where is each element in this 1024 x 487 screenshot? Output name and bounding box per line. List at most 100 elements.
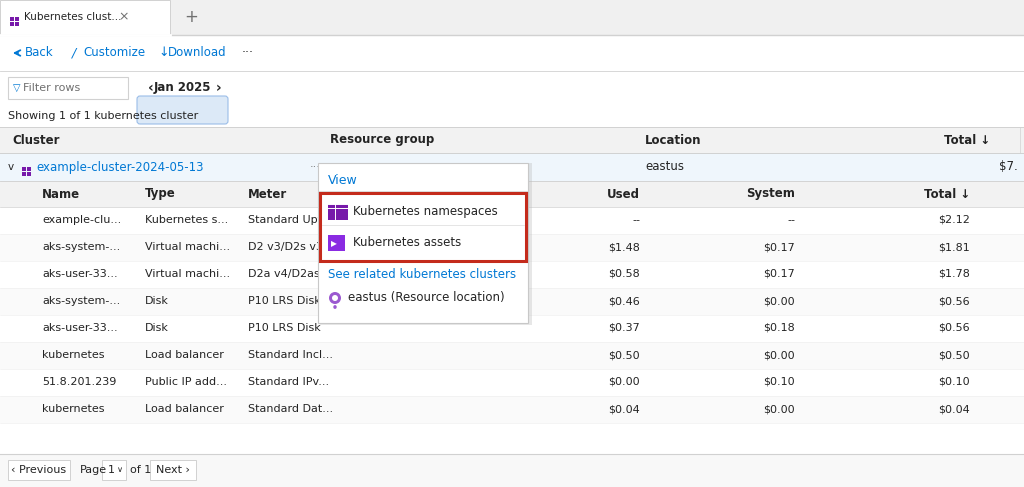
Text: System: System	[746, 187, 795, 201]
Text: v: v	[8, 162, 14, 172]
Text: $0.18: $0.18	[763, 323, 795, 333]
Text: $0.00: $0.00	[763, 350, 795, 360]
Text: $2.12: $2.12	[938, 215, 970, 225]
Text: ›: ›	[216, 81, 221, 95]
Text: Filter rows: Filter rows	[23, 83, 80, 93]
Text: eastus (Resource location): eastus (Resource location)	[348, 292, 505, 304]
Text: Kubernetes assets: Kubernetes assets	[353, 237, 461, 249]
Text: Disk: Disk	[145, 323, 169, 333]
Bar	[328, 235, 345, 251]
Text: ∨: ∨	[117, 466, 123, 474]
Text: kubernetes: kubernetes	[42, 350, 104, 360]
Bar	[150, 460, 196, 480]
Text: Kubernetes s...: Kubernetes s...	[145, 215, 228, 225]
Bar	[0, 369, 1024, 396]
Text: Customize: Customize	[83, 46, 145, 59]
Bar	[0, 181, 1024, 207]
Text: ×: ×	[118, 11, 128, 23]
Bar	[0, 127, 1024, 153]
Text: $0.00: $0.00	[608, 377, 640, 387]
Bar	[319, 163, 532, 325]
Text: $0.17: $0.17	[763, 269, 795, 279]
Text: ▶: ▶	[331, 240, 337, 248]
Text: Name: Name	[42, 187, 80, 201]
Text: Total ↓: Total ↓	[924, 187, 970, 201]
Text: aks-system-...: aks-system-...	[42, 296, 120, 306]
Bar	[102, 460, 126, 480]
Text: See related kubernetes clusters: See related kubernetes clusters	[328, 268, 516, 281]
Text: example-cluster-2024-05-13: example-cluster-2024-05-13	[36, 161, 204, 173]
Text: $0.46: $0.46	[608, 296, 640, 306]
Bar	[15, 17, 19, 21]
Text: $0.50: $0.50	[938, 350, 970, 360]
Circle shape	[329, 292, 341, 304]
Text: $1.81: $1.81	[938, 242, 970, 252]
Text: View: View	[328, 174, 357, 187]
Bar	[22, 167, 26, 171]
FancyBboxPatch shape	[137, 96, 228, 124]
Text: $0.50: $0.50	[608, 350, 640, 360]
Text: Standard Incl...: Standard Incl...	[248, 350, 333, 360]
Text: Cluster: Cluster	[12, 133, 59, 147]
Text: Back: Back	[25, 46, 53, 59]
Text: Total ↓: Total ↓	[944, 133, 990, 147]
Text: $0.56: $0.56	[938, 323, 970, 333]
Text: eastus: eastus	[645, 161, 684, 173]
Bar	[0, 396, 1024, 423]
Text: $1.78: $1.78	[938, 269, 970, 279]
Text: Kubernetes namespaces: Kubernetes namespaces	[353, 206, 498, 219]
Bar	[22, 172, 26, 176]
Text: $0.10: $0.10	[763, 377, 795, 387]
Bar	[319, 193, 526, 261]
Text: Virtual machi...: Virtual machi...	[145, 269, 230, 279]
Text: P10 LRS Disk: P10 LRS Disk	[248, 323, 321, 333]
Text: example-clu...: example-clu...	[42, 215, 121, 225]
Text: ···: ···	[242, 46, 254, 59]
Text: $0.04: $0.04	[938, 404, 970, 414]
Text: $0.04: $0.04	[608, 404, 640, 414]
Bar	[0, 0, 170, 35]
Bar	[8, 460, 70, 480]
Text: D2a v4/D2as ...: D2a v4/D2as ...	[248, 269, 334, 279]
Text: Standard Dat...: Standard Dat...	[248, 404, 333, 414]
Text: ‹: ‹	[148, 81, 154, 95]
Bar	[10, 17, 14, 21]
Bar	[15, 22, 19, 26]
Circle shape	[332, 295, 338, 301]
Text: Kubernetes clust...: Kubernetes clust...	[24, 12, 122, 22]
Bar	[0, 234, 1024, 261]
Text: of 1: of 1	[130, 465, 152, 475]
Text: ‹ Previous: ‹ Previous	[11, 465, 67, 475]
Text: aks-system-...: aks-system-...	[42, 242, 120, 252]
Text: $0.58: $0.58	[608, 269, 640, 279]
Text: Showing 1 of 1 kubernetes cluster: Showing 1 of 1 kubernetes cluster	[8, 111, 199, 121]
Text: Public IP add...: Public IP add...	[145, 377, 227, 387]
Bar	[0, 0, 1024, 35]
Text: $7.: $7.	[999, 161, 1018, 173]
Bar	[8, 77, 128, 99]
Text: Disk: Disk	[145, 296, 169, 306]
Text: ↓: ↓	[158, 46, 169, 59]
Text: Load balancer: Load balancer	[145, 350, 224, 360]
Text: Used: Used	[607, 187, 640, 201]
Text: $0.00: $0.00	[763, 296, 795, 306]
Bar	[0, 153, 1024, 181]
Text: ···: ···	[310, 162, 321, 172]
Bar	[0, 207, 1024, 234]
Bar	[318, 163, 528, 323]
Text: Download: Download	[168, 46, 226, 59]
Text: Next ›: Next ›	[156, 465, 189, 475]
Text: Resource group: Resource group	[330, 133, 434, 147]
Text: --: --	[787, 215, 795, 225]
Text: P10 LRS Disk: P10 LRS Disk	[248, 296, 321, 306]
Text: Type: Type	[145, 187, 176, 201]
Text: Standard Upt...: Standard Upt...	[248, 215, 333, 225]
Bar	[10, 22, 14, 26]
Text: $0.56: $0.56	[938, 296, 970, 306]
Text: Meter: Meter	[248, 187, 288, 201]
Text: Standard IPv...: Standard IPv...	[248, 377, 329, 387]
Text: 1: 1	[108, 465, 115, 475]
Bar	[0, 454, 1024, 487]
Bar	[27, 167, 31, 171]
Text: Jan 2025: Jan 2025	[154, 81, 211, 94]
